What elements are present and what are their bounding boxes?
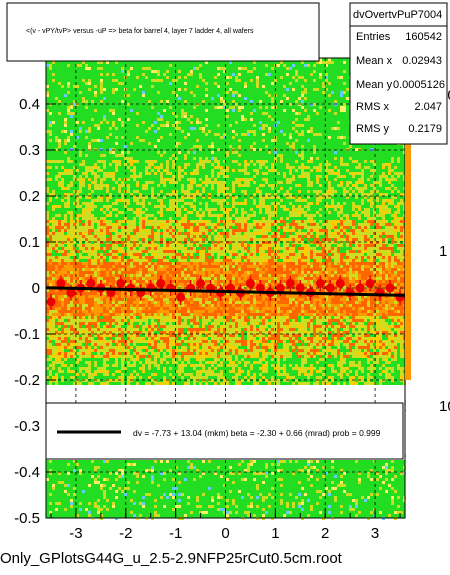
- z-color-bar: [405, 140, 411, 380]
- fit-line: [45, 286, 406, 297]
- y-tick-label: -0.2: [14, 372, 40, 389]
- x-tick-label: 2: [321, 525, 329, 542]
- profile-point: [245, 278, 255, 288]
- profile-point: [385, 283, 395, 293]
- y-tick-label: 0.1: [19, 234, 40, 251]
- stats-mean-y-value: 0.0005126: [393, 79, 445, 91]
- profile-point: [295, 283, 305, 293]
- y-tick-label: -0.3: [14, 418, 40, 435]
- profile-point: [255, 283, 265, 293]
- profile-point: [86, 278, 96, 288]
- fit-legend-text: dv = -7.73 + 13.04 (mkm) beta = -2.30 + …: [133, 428, 381, 438]
- profile-point: [156, 278, 166, 288]
- profile-point: [335, 278, 345, 288]
- stats-mean-x-value: 0.02943: [402, 55, 442, 67]
- profile-point: [196, 278, 206, 288]
- stats-rms-x-label: RMS x: [356, 101, 389, 113]
- profile-point: [176, 292, 186, 302]
- z-scale-label: 10: [439, 398, 450, 415]
- x-tick-label: -3: [69, 525, 82, 542]
- stats-box-title: dvOvertvPuP7004: [353, 9, 443, 21]
- stats-rms-y-label: RMS y: [356, 123, 389, 135]
- profile-point: [325, 283, 335, 293]
- x-tick-label: -1: [169, 525, 182, 542]
- y-tick-label: -0.5: [14, 510, 40, 527]
- y-tick-label: -0.4: [14, 464, 40, 481]
- profile-point: [116, 278, 126, 288]
- y-tick-label: 0: [32, 280, 40, 297]
- x-tick-label: 0: [221, 525, 229, 542]
- profile-point: [46, 297, 56, 307]
- x-tick-label: -2: [119, 525, 132, 542]
- profile-point: [365, 278, 375, 288]
- x-tick-label: 3: [371, 525, 379, 542]
- stats-entries-label: Entries: [356, 31, 391, 43]
- y-tick-label: 0.3: [19, 142, 40, 159]
- profile-point: [355, 283, 365, 293]
- stats-rms-y-value: 0.2179: [408, 123, 442, 135]
- profile-point: [285, 278, 295, 288]
- y-tick-label: 0.4: [19, 96, 40, 113]
- x-tick-label: 1: [271, 525, 279, 542]
- profile-point: [275, 283, 285, 293]
- y-tick-label: 0.2: [19, 188, 40, 205]
- stats-mean-y-label: Mean y: [356, 79, 393, 91]
- stats-rms-x-value: 2.047: [414, 101, 442, 113]
- profile-point: [66, 288, 76, 298]
- footer-filename: Only_GPlotsG44G_u_2.5-2.9NFP25rCut0.5cm.…: [0, 550, 342, 567]
- profile-point: [56, 278, 66, 288]
- chart-title: <(v - vPY/tvP> versus -uP => beta for ba…: [26, 28, 254, 35]
- stats-entries-value: 160542: [405, 31, 442, 43]
- stats-mean-x-label: Mean x: [356, 55, 393, 67]
- y-tick-label: -0.1: [14, 326, 40, 343]
- profile-point: [315, 278, 325, 288]
- title-box: [6, 2, 320, 62]
- z-scale-label: 1: [439, 243, 447, 260]
